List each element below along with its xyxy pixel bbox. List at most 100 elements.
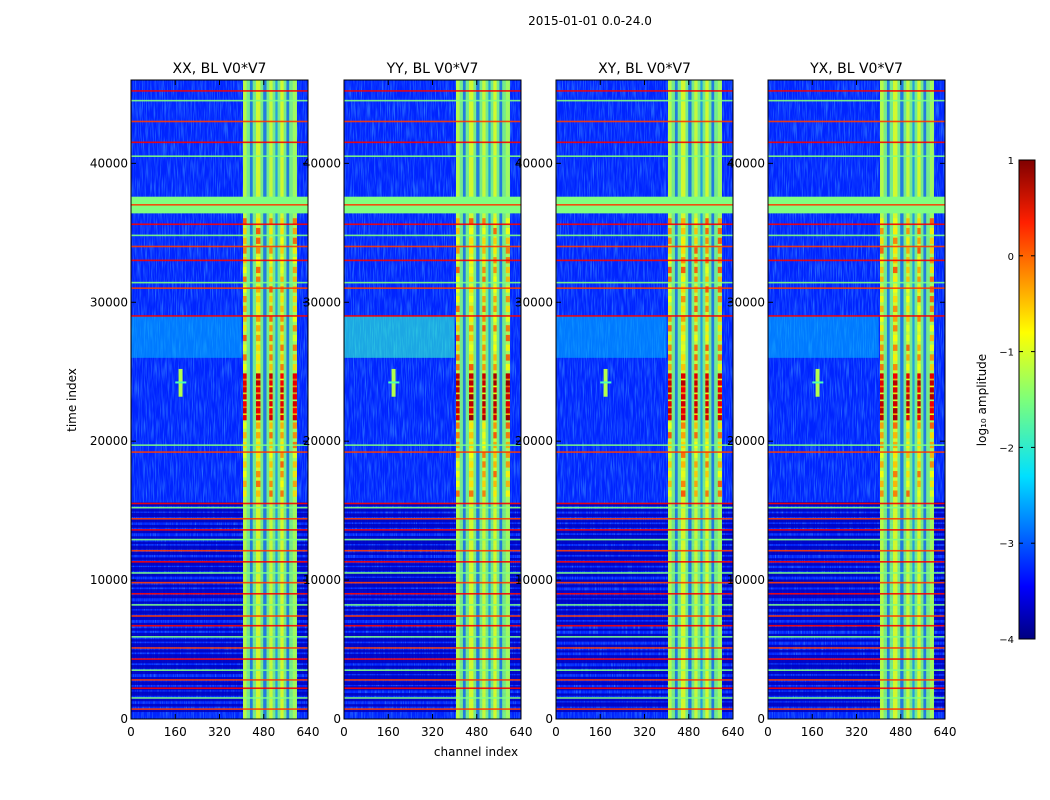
band-block [469, 422, 474, 429]
band-block [456, 218, 460, 225]
band-block [243, 315, 247, 322]
flag-line [131, 245, 308, 248]
heatmap-stripe [344, 513, 521, 518]
burst-block [705, 394, 709, 400]
band-block [893, 334, 898, 342]
band-block [256, 247, 261, 254]
colorbar-label: log₁₀ amplitude [975, 354, 989, 446]
band-block [717, 276, 722, 283]
band-block [705, 383, 709, 390]
flag-line [768, 287, 945, 289]
band-block [694, 334, 698, 342]
band-block [280, 432, 284, 439]
band-block [705, 422, 709, 429]
burst-block [929, 380, 934, 386]
burst-block [681, 401, 686, 407]
band-block [893, 218, 898, 225]
heatmap-stripe [768, 513, 945, 518]
burst-block [929, 401, 934, 407]
band-block [929, 296, 934, 303]
feature-spot [812, 381, 824, 384]
band-block [469, 325, 474, 332]
band-block [906, 276, 910, 283]
band-block [482, 432, 486, 439]
band-block [469, 286, 474, 293]
flag-line [556, 615, 733, 617]
band-block [269, 364, 273, 371]
band-block [929, 461, 934, 468]
band-block [269, 383, 273, 390]
band-block [269, 315, 273, 322]
heatmap-stripe [131, 632, 308, 637]
band-block [717, 325, 722, 332]
band-block [694, 266, 698, 274]
heatmap-image [344, 80, 521, 719]
x-tick-label: 160 [377, 725, 400, 739]
flag-line [556, 604, 733, 606]
y-tick-label: 30000 [515, 295, 553, 309]
band-block [705, 315, 709, 322]
band-block [269, 334, 273, 342]
heatmap-stripe [344, 632, 521, 637]
band-block [280, 247, 284, 254]
band-block [243, 422, 247, 429]
band-block [493, 422, 497, 429]
heatmap-stripe [556, 595, 733, 599]
heatmap-stripe [131, 567, 308, 572]
burst-block [482, 408, 486, 414]
band-block [717, 490, 722, 497]
x-tick-label: 0 [552, 725, 560, 739]
burst-block [493, 373, 497, 379]
heatmap-stripe [344, 681, 521, 685]
flag-line [344, 687, 521, 690]
band-block [243, 334, 247, 342]
burst-block [917, 394, 921, 400]
heatmap-stripe [344, 577, 521, 583]
heatmap-stripe [556, 530, 733, 534]
band-block [469, 383, 474, 390]
band-block [917, 461, 921, 468]
band-block [256, 227, 261, 235]
heatmap-stripe [131, 616, 308, 620]
burst-block [292, 387, 297, 393]
band-block [456, 490, 460, 497]
band-block [493, 237, 497, 244]
band-block [929, 334, 934, 342]
band-block [694, 286, 698, 293]
heatmap-stripe [344, 583, 521, 588]
band-block [681, 276, 686, 283]
band-block [469, 227, 474, 235]
flag-line [344, 708, 521, 710]
band-block [469, 354, 474, 361]
band-block [256, 276, 261, 283]
band-block [505, 305, 510, 312]
flag-line [344, 658, 521, 660]
band-block [243, 325, 247, 332]
heatmap-stripe [556, 567, 733, 572]
heatmap-stripe [768, 675, 945, 680]
band-block [681, 383, 686, 390]
burst-block [694, 394, 698, 400]
flag-line [344, 561, 521, 563]
band-block [280, 422, 284, 429]
band-block [929, 490, 934, 497]
band-block [469, 237, 474, 244]
band-block [917, 354, 921, 361]
flag-line [768, 90, 945, 92]
band-block [906, 334, 910, 342]
y-tick-label: 10000 [303, 573, 341, 587]
heatmap-stripe [556, 655, 733, 658]
band-block [880, 296, 884, 303]
band-block [243, 266, 247, 274]
band-block [717, 422, 722, 429]
band-block [893, 432, 898, 439]
flag-line [768, 572, 945, 574]
flag-line [344, 669, 521, 671]
band-block [893, 490, 898, 497]
band-block [292, 432, 297, 439]
flag-line [131, 204, 308, 206]
colorbar-tick-label: −1 [999, 348, 1014, 359]
band-block [880, 480, 884, 488]
band-block [280, 325, 284, 332]
